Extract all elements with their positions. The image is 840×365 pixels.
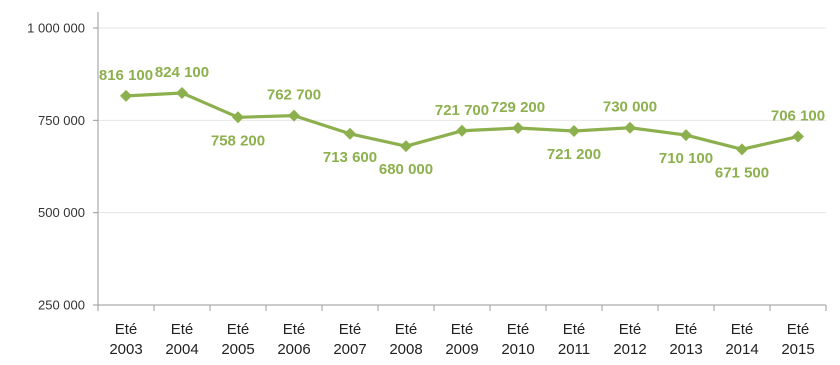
data-point-marker [624, 121, 636, 134]
y-tick-label: 500 000 [38, 205, 85, 220]
data-label: 721 700 [435, 102, 489, 119]
data-point-marker [792, 130, 804, 143]
y-tick-label: 1 000 000 [27, 21, 85, 36]
x-tick-label: 2007 [333, 341, 366, 358]
x-tick-label: Eté [283, 321, 306, 338]
data-label: 680 000 [379, 161, 433, 178]
x-tick-label: 2014 [725, 341, 758, 358]
data-point-marker [176, 86, 188, 99]
x-tick-label: Eté [227, 321, 250, 338]
data-point-marker [288, 109, 300, 122]
x-tick-label: 2011 [558, 341, 590, 358]
x-tick-label: 2003 [109, 341, 142, 358]
data-point-marker [568, 124, 580, 137]
data-point-marker [512, 122, 524, 135]
x-tick-labels: Eté 2003 Eté 2004 Eté 2005 Eté 2006 Eté 2007 Eté 20… [109, 321, 814, 358]
data-label: 671 500 [715, 164, 769, 181]
data-label: 706 100 [771, 108, 825, 125]
series-layer [120, 86, 804, 156]
data-label: 758 200 [211, 132, 265, 149]
x-tick-label: 2009 [445, 341, 478, 358]
x-tick-label: Eté [731, 321, 754, 338]
x-tick-label: 2012 [613, 341, 646, 358]
x-tick-label: Eté [507, 321, 530, 338]
x-tick-label: 2006 [277, 341, 310, 358]
data-point-marker [232, 111, 244, 124]
data-point-marker [456, 124, 468, 137]
data-label: 721 200 [547, 146, 601, 163]
data-point-marker [736, 143, 748, 156]
x-tick-label: Eté [451, 321, 474, 338]
x-tick-label: 2015 [781, 341, 814, 358]
y-tick-label: 750 000 [38, 113, 85, 128]
x-tick-label: 2005 [221, 341, 254, 358]
data-label: 762 700 [267, 87, 321, 104]
x-tick-label: Eté [171, 321, 194, 338]
data-label: 730 000 [603, 99, 657, 116]
data-label: 713 600 [323, 149, 377, 166]
x-tick-label: 2010 [501, 341, 534, 358]
axis-layer [93, 12, 827, 311]
data-point-marker [120, 89, 132, 102]
data-label: 824 100 [155, 64, 209, 81]
x-tick-label: Eté [395, 321, 418, 338]
y-tick-labels: 250 000 500 000 750 000 1 000 000 [27, 21, 85, 313]
data-label: 816 100 [99, 67, 153, 84]
data-point-marker [680, 129, 692, 142]
x-tick-label: Eté [563, 321, 586, 338]
data-label: 710 100 [659, 150, 713, 167]
grid-layer [98, 27, 826, 214]
x-tick-label: 2004 [165, 341, 198, 358]
data-point-marker [344, 127, 356, 140]
x-tick-label: Eté [787, 321, 810, 338]
data-point-marker [400, 140, 412, 153]
x-tick-label: Eté [619, 321, 642, 338]
x-tick-label: Eté [115, 321, 138, 338]
y-tick-label: 250 000 [38, 298, 85, 313]
x-tick-label: Eté [339, 321, 362, 338]
x-tick-label: 2008 [389, 341, 422, 358]
x-tick-label: Eté [675, 321, 698, 338]
data-label: 729 200 [491, 99, 545, 116]
x-tick-label: 2013 [669, 341, 702, 358]
